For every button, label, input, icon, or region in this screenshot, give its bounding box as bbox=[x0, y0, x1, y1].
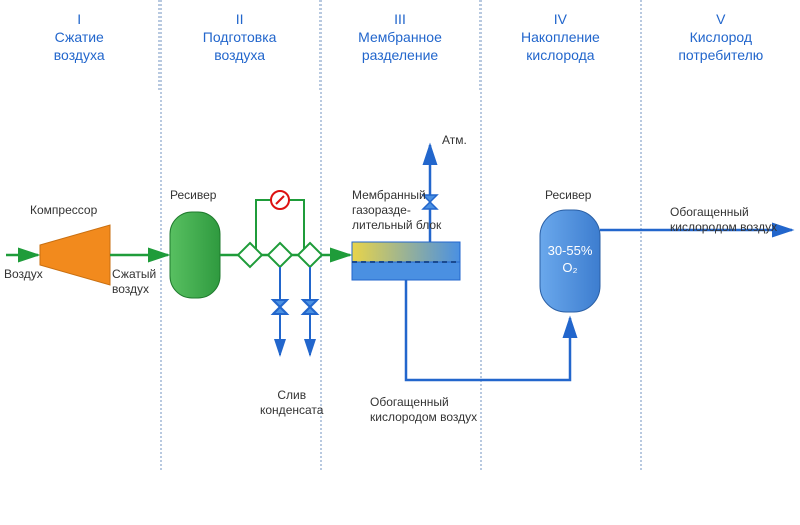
label-receiver2: Ресивер bbox=[545, 188, 591, 203]
stage-1: I Сжатие воздуха bbox=[0, 0, 160, 90]
label-receiver1: Ресивер bbox=[170, 188, 216, 203]
o2-pct: 30-55% bbox=[548, 243, 593, 258]
label-output: Обогащенный кислородом воздух bbox=[670, 205, 777, 235]
label-condensate: Сливконденсата bbox=[260, 388, 323, 418]
stage-3: III Мембранное разделение bbox=[321, 0, 481, 90]
o2-symbol: O₂ bbox=[562, 260, 577, 275]
stage-2: II Подготовка воздуха bbox=[160, 0, 320, 90]
label-compressed-air: Сжатыйвоздух bbox=[112, 267, 156, 297]
stage-header-bar: I Сжатие воздуха II Подготовка воздуха I… bbox=[0, 0, 800, 90]
label-atm: Атм. bbox=[442, 133, 467, 148]
divider-1 bbox=[160, 0, 162, 470]
stage-5: V Кислород потребителю bbox=[642, 0, 800, 90]
label-air-in: Воздух bbox=[4, 267, 43, 282]
label-compressor: Компрессор bbox=[30, 203, 97, 218]
label-membrane: Мембранный газоразде- лительный блок bbox=[352, 188, 441, 233]
divider-4 bbox=[640, 0, 642, 470]
divider-3 bbox=[480, 0, 482, 470]
label-enriched-mid: Обогащенный кислородом воздух bbox=[370, 395, 477, 425]
stage-4: IV Накопление кислорода bbox=[481, 0, 641, 90]
